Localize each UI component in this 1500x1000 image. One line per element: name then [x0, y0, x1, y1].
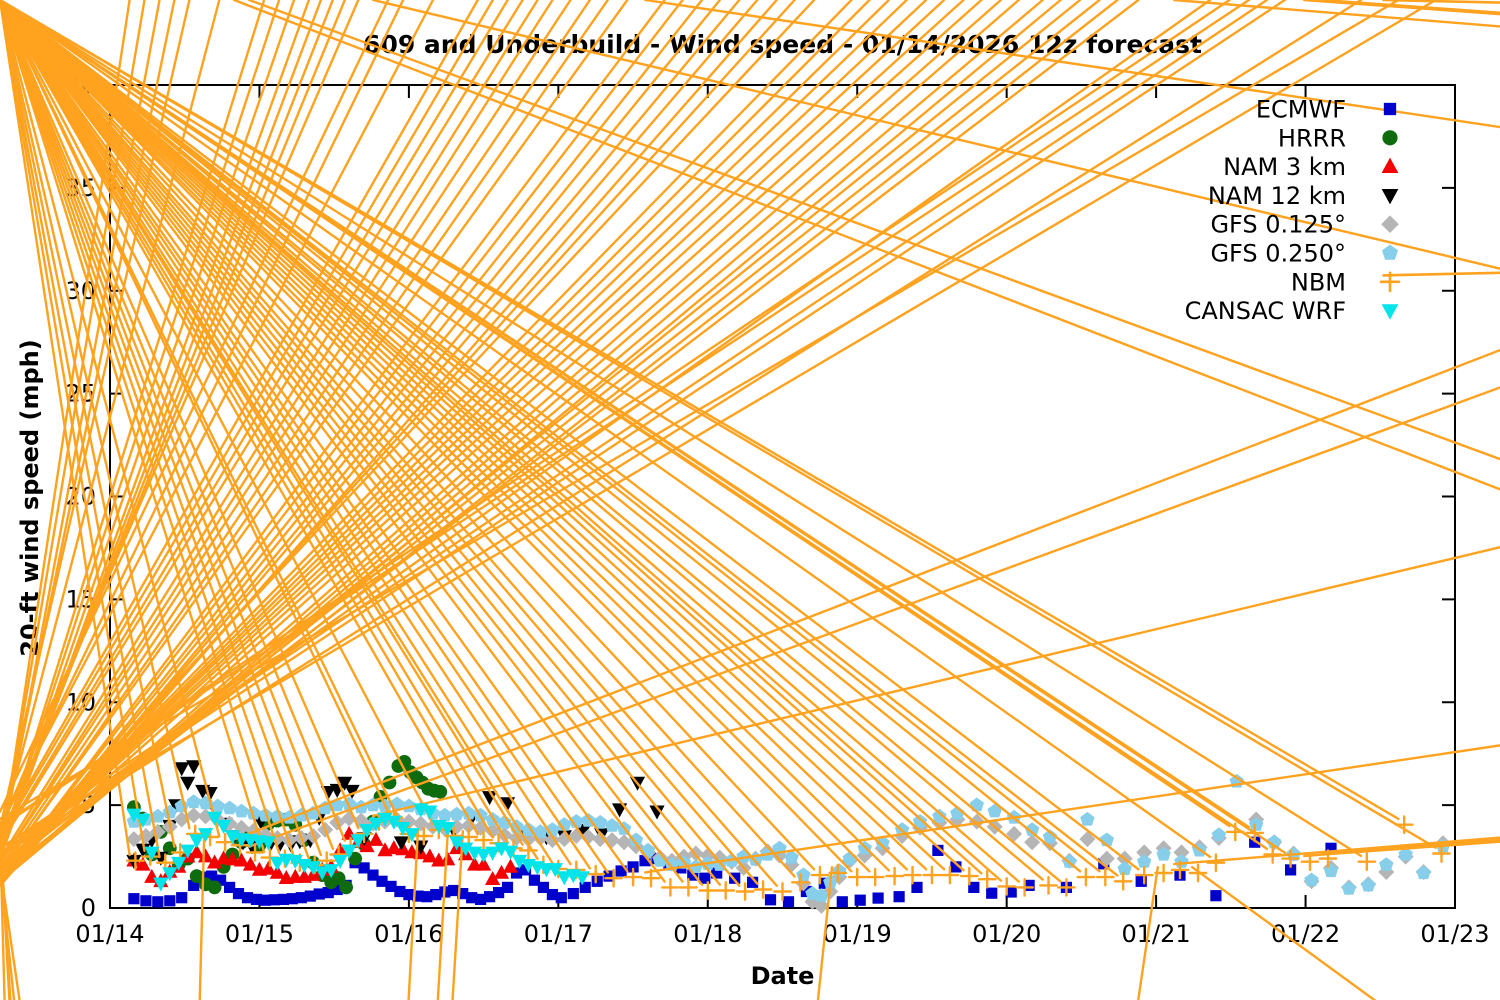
- legend-label: CANSAC WRF: [1185, 297, 1346, 325]
- legend-marker-circle-icon: [1382, 130, 1398, 146]
- legend-entry-hrrr: HRRR: [1278, 124, 1398, 152]
- legend-entry-ecmwf: ECMWF: [1256, 96, 1397, 124]
- x-tick-label: 01/14: [75, 920, 144, 948]
- legend-entry-gfs-0-250: GFS 0.250°: [1210, 240, 1398, 268]
- x-tick-label: 01/16: [374, 920, 443, 948]
- legend-label: GFS 0.250°: [1210, 240, 1346, 268]
- legend-label: HRRR: [1278, 124, 1346, 152]
- legend-label: NAM 3 km: [1223, 153, 1346, 181]
- y-tick-label: 0: [81, 894, 96, 922]
- x-tick-label: 01/20: [972, 920, 1041, 948]
- legend-entry-nam-3-km: NAM 3 km: [1223, 153, 1399, 181]
- legend-marker-triangle-up-icon: [1381, 157, 1399, 173]
- legend-entry-cansac-wrf: CANSAC WRF: [1185, 297, 1399, 325]
- legend-marker-pentagon-icon: [1382, 244, 1398, 260]
- legend-entry-gfs-0-125: GFS 0.125°: [1210, 211, 1399, 239]
- x-tick-label: 01/17: [524, 920, 593, 948]
- legend-marker-asterisk-icon: [1379, 0, 1500, 293]
- legend-marker-triangle-down-icon: [1381, 304, 1399, 320]
- x-tick-label: 01/15: [225, 920, 294, 948]
- x-tick-label: 01/22: [1271, 920, 1340, 948]
- x-tick-label: 01/21: [1122, 920, 1191, 948]
- series-cansac-wrf: [126, 803, 590, 892]
- legend-marker-diamond-icon: [1381, 215, 1399, 233]
- legend-label: NBM: [1291, 268, 1346, 296]
- x-tick-label: 01/18: [673, 920, 742, 948]
- legend-marker-square-icon: [1383, 102, 1397, 116]
- x-tick-label: 01/19: [823, 920, 892, 948]
- x-tick-label: 01/23: [1420, 920, 1489, 948]
- legend-label: GFS 0.125°: [1210, 211, 1346, 239]
- legend-label: ECMWF: [1256, 96, 1346, 124]
- legend-entry-nam-12-km: NAM 12 km: [1208, 182, 1399, 210]
- legend-label: NAM 12 km: [1208, 182, 1346, 210]
- legend-entry-nbm: NBM: [1291, 0, 1500, 296]
- series-ecmwf: [128, 836, 1337, 908]
- x-axis-label: Date: [750, 962, 815, 990]
- legend-marker-triangle-down-icon: [1381, 189, 1399, 205]
